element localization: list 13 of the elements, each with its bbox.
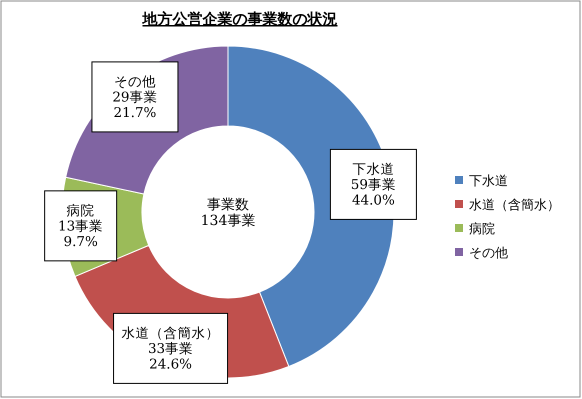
legend-label: 下水道 bbox=[469, 174, 508, 189]
chart-title: 地方公営企業の事業数の状況 bbox=[142, 10, 338, 28]
slice-label: その他 bbox=[114, 74, 156, 90]
text: 事業数 134事業 bbox=[200, 196, 256, 229]
data-label: 59事業 44.0% bbox=[350, 177, 396, 209]
slice-label: 水道（含簡水） bbox=[122, 326, 220, 342]
slice-label: 下水道 bbox=[352, 162, 394, 178]
data-label: 33事業 24.6% bbox=[148, 341, 194, 373]
data-label: 13事業 9.7% bbox=[58, 218, 104, 250]
data-label: 29事業 21.7% bbox=[112, 90, 158, 122]
slice-label: 病院 bbox=[66, 203, 95, 220]
legend-label: その他 bbox=[469, 246, 508, 261]
legend-label: 病院 bbox=[469, 222, 495, 237]
